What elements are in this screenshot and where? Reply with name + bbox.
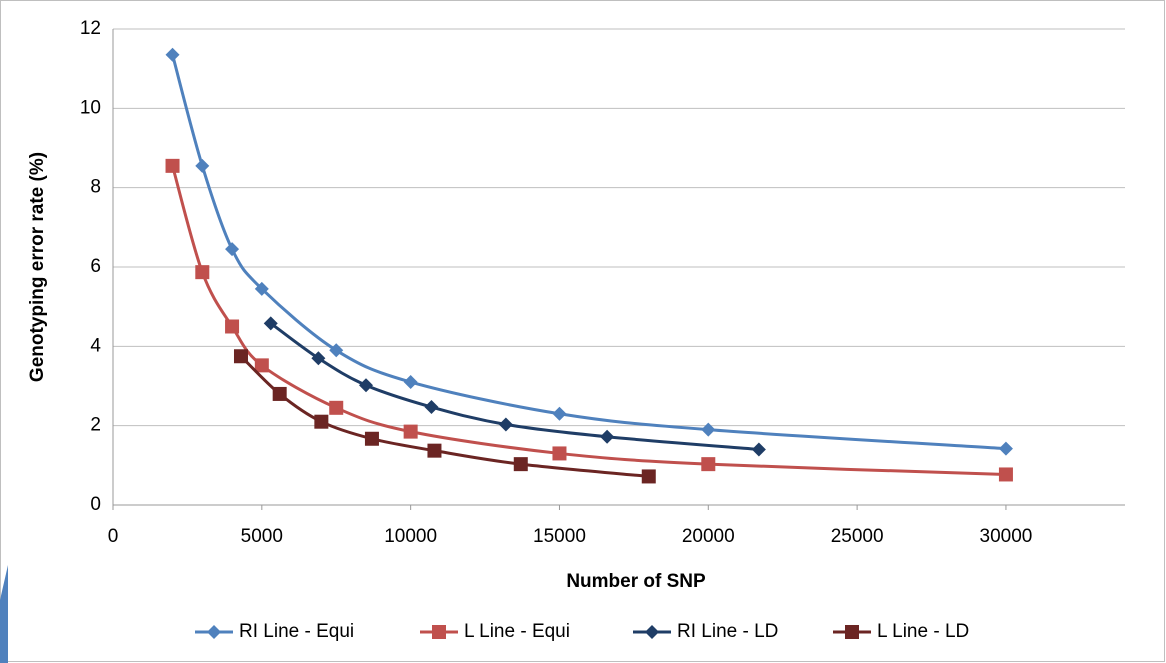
decoration bbox=[0, 565, 8, 663]
marker bbox=[552, 406, 567, 421]
x-tick-label: 5000 bbox=[241, 526, 283, 547]
marker bbox=[498, 417, 513, 432]
marker bbox=[403, 375, 418, 390]
marker bbox=[845, 625, 859, 639]
marker bbox=[225, 242, 240, 257]
y-tick-label: 4 bbox=[90, 335, 101, 356]
y-tick-label: 0 bbox=[90, 494, 101, 515]
y-tick-label: 10 bbox=[80, 97, 101, 118]
marker bbox=[359, 378, 373, 393]
marker bbox=[641, 469, 656, 484]
y-tick-label: 2 bbox=[90, 415, 101, 436]
marker bbox=[263, 316, 278, 331]
marker bbox=[329, 343, 344, 358]
marker bbox=[645, 625, 659, 639]
marker bbox=[600, 429, 615, 444]
x-tick-label: 15000 bbox=[533, 526, 586, 547]
x-tick-label: 30000 bbox=[980, 526, 1033, 547]
x-tick-label: 25000 bbox=[831, 526, 884, 547]
marker bbox=[272, 386, 287, 401]
legend-label: L Line - LD bbox=[877, 621, 969, 642]
marker bbox=[329, 400, 344, 415]
marker bbox=[427, 443, 442, 458]
marker bbox=[195, 158, 210, 173]
series-line bbox=[171, 54, 1007, 451]
marker bbox=[998, 441, 1013, 456]
marker bbox=[424, 400, 439, 415]
marker bbox=[403, 424, 418, 439]
legend-label: RI Line - Equi bbox=[239, 621, 354, 642]
marker bbox=[311, 351, 326, 366]
y-axis-label: Genotyping error rate (%) bbox=[27, 152, 48, 382]
y-tick-label: 6 bbox=[90, 256, 101, 277]
marker bbox=[364, 431, 379, 446]
marker bbox=[998, 467, 1013, 482]
legend-label: L Line - Equi bbox=[464, 621, 570, 642]
y-tick-label: 12 bbox=[80, 18, 101, 39]
marker bbox=[207, 625, 221, 639]
marker bbox=[195, 265, 210, 280]
marker bbox=[314, 414, 329, 429]
marker bbox=[552, 446, 567, 461]
marker bbox=[701, 422, 716, 437]
marker bbox=[254, 281, 269, 296]
marker bbox=[225, 319, 240, 334]
marker bbox=[701, 457, 716, 472]
marker bbox=[513, 457, 528, 472]
x-axis-label: Number of SNP bbox=[566, 571, 706, 592]
x-tick-label: 0 bbox=[108, 526, 119, 547]
marker bbox=[432, 625, 446, 639]
x-tick-label: 10000 bbox=[384, 526, 437, 547]
x-tick-label: 20000 bbox=[682, 526, 735, 547]
marker bbox=[165, 47, 180, 62]
marker bbox=[233, 349, 248, 364]
marker bbox=[254, 358, 269, 373]
series-line bbox=[171, 165, 1006, 476]
legend-label: RI Line - LD bbox=[677, 621, 778, 642]
marker bbox=[751, 442, 766, 457]
y-tick-label: 8 bbox=[90, 177, 101, 198]
marker bbox=[165, 158, 180, 173]
